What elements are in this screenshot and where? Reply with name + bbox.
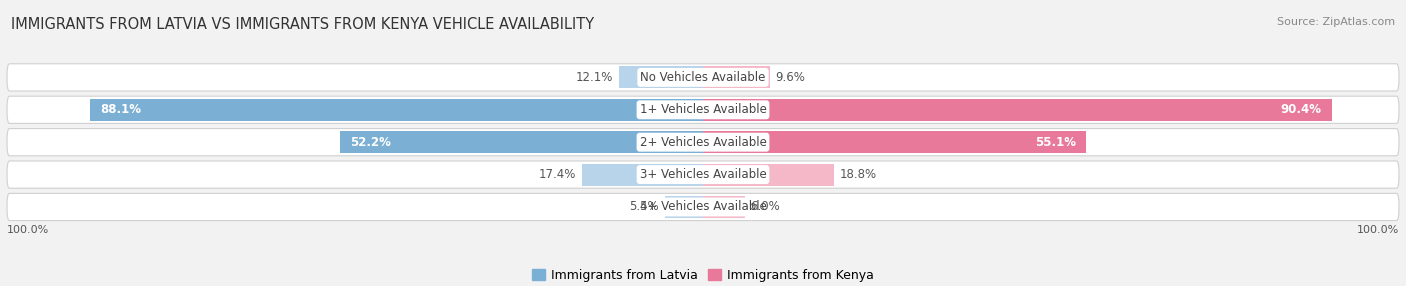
Text: 100.0%: 100.0% <box>1357 225 1399 235</box>
FancyBboxPatch shape <box>7 96 1399 123</box>
Text: 2+ Vehicles Available: 2+ Vehicles Available <box>640 136 766 149</box>
Text: Source: ZipAtlas.com: Source: ZipAtlas.com <box>1277 17 1395 27</box>
Text: 100.0%: 100.0% <box>7 225 49 235</box>
Legend: Immigrants from Latvia, Immigrants from Kenya: Immigrants from Latvia, Immigrants from … <box>527 264 879 286</box>
FancyBboxPatch shape <box>7 129 1399 156</box>
Bar <box>340 131 703 153</box>
Bar <box>703 99 1331 121</box>
Text: 9.6%: 9.6% <box>775 71 806 84</box>
Text: IMMIGRANTS FROM LATVIA VS IMMIGRANTS FROM KENYA VEHICLE AVAILABILITY: IMMIGRANTS FROM LATVIA VS IMMIGRANTS FRO… <box>11 17 595 32</box>
Text: 6.0%: 6.0% <box>751 200 780 213</box>
Bar <box>703 131 1087 153</box>
Text: No Vehicles Available: No Vehicles Available <box>640 71 766 84</box>
Text: 55.1%: 55.1% <box>1035 136 1076 149</box>
Bar <box>703 196 745 218</box>
Text: 17.4%: 17.4% <box>538 168 576 181</box>
Bar <box>703 66 770 88</box>
Text: 88.1%: 88.1% <box>100 103 141 116</box>
Text: 52.2%: 52.2% <box>350 136 391 149</box>
Bar <box>703 164 834 186</box>
Text: 90.4%: 90.4% <box>1281 103 1322 116</box>
FancyBboxPatch shape <box>7 193 1399 221</box>
Bar <box>619 66 703 88</box>
Text: 18.8%: 18.8% <box>839 168 876 181</box>
Text: 1+ Vehicles Available: 1+ Vehicles Available <box>640 103 766 116</box>
FancyBboxPatch shape <box>7 161 1399 188</box>
Text: 5.5%: 5.5% <box>630 200 659 213</box>
Text: 3+ Vehicles Available: 3+ Vehicles Available <box>640 168 766 181</box>
Bar <box>90 99 703 121</box>
Text: 4+ Vehicles Available: 4+ Vehicles Available <box>640 200 766 213</box>
Bar <box>665 196 703 218</box>
FancyBboxPatch shape <box>7 64 1399 91</box>
Bar <box>582 164 703 186</box>
Text: 12.1%: 12.1% <box>576 71 613 84</box>
